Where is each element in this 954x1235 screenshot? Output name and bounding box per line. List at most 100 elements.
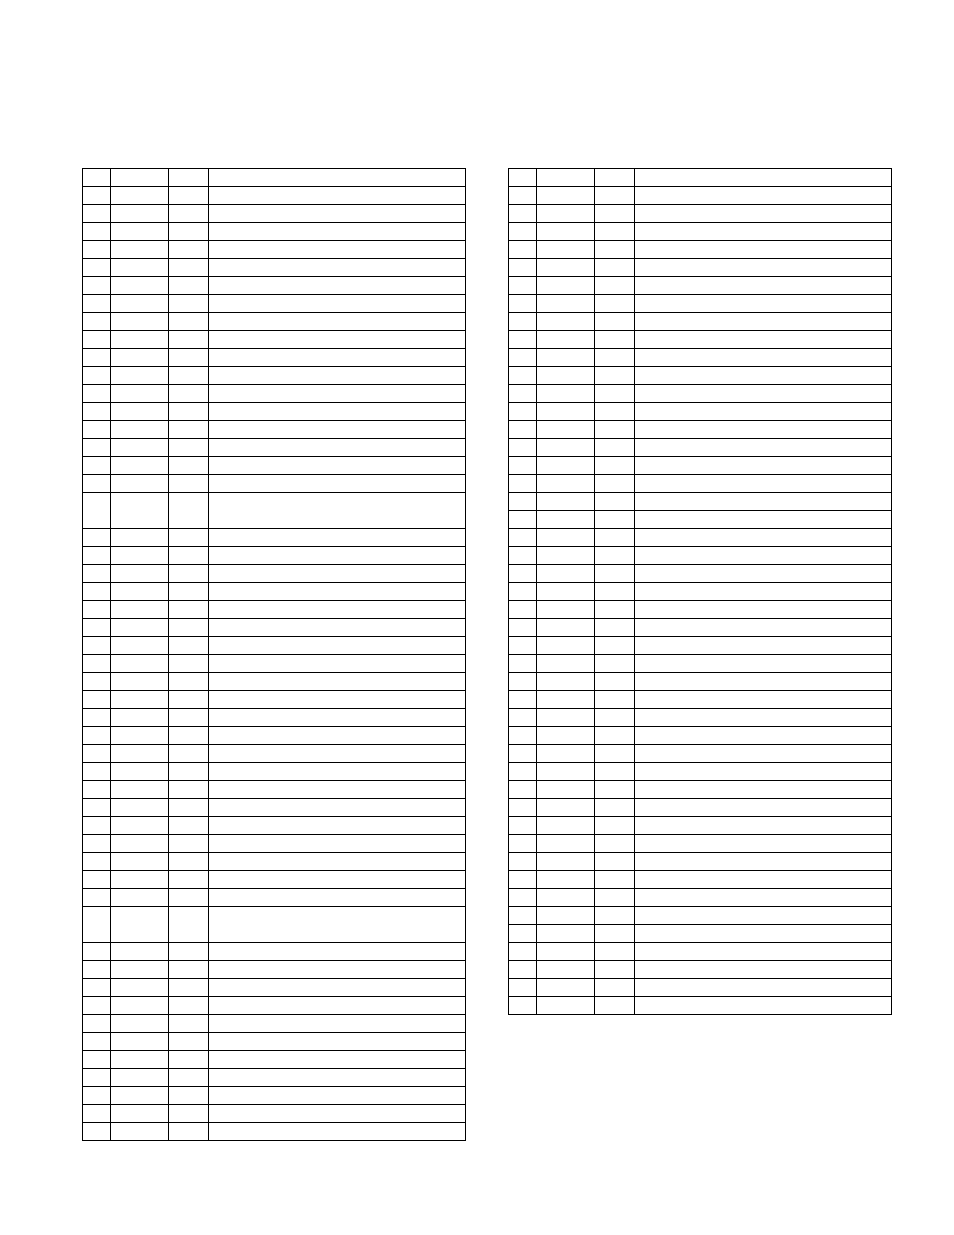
table-row	[83, 169, 466, 187]
table-row	[83, 421, 466, 439]
table-cell	[595, 223, 635, 241]
table-cell	[595, 799, 635, 817]
table-cell	[209, 313, 466, 331]
table-cell	[83, 727, 111, 745]
table-cell	[537, 817, 595, 835]
table-cell	[209, 547, 466, 565]
table-row	[83, 781, 466, 799]
table-cell	[509, 475, 537, 493]
table-cell	[83, 673, 111, 691]
table-cell	[169, 997, 209, 1015]
table-cell	[595, 403, 635, 421]
table-cell	[169, 961, 209, 979]
table-cell	[635, 835, 892, 853]
table-cell	[169, 169, 209, 187]
table-row	[509, 709, 892, 727]
table-cell	[169, 601, 209, 619]
table-row	[83, 547, 466, 565]
table-cell	[595, 331, 635, 349]
table-cell	[635, 817, 892, 835]
table-cell	[169, 781, 209, 799]
table-row	[509, 529, 892, 547]
table-cell	[595, 691, 635, 709]
table-cell	[537, 907, 595, 925]
table-row	[83, 907, 466, 943]
table-row	[509, 241, 892, 259]
table-cell	[509, 781, 537, 799]
table-cell	[83, 961, 111, 979]
table-cell	[111, 439, 169, 457]
table-cell	[83, 1105, 111, 1123]
table-cell	[111, 889, 169, 907]
table-cell	[509, 853, 537, 871]
table-cell	[111, 691, 169, 709]
table-cell	[169, 331, 209, 349]
table-cell	[635, 979, 892, 997]
table-row	[83, 331, 466, 349]
table-cell	[83, 1069, 111, 1087]
table-row	[509, 889, 892, 907]
table-cell	[83, 763, 111, 781]
table-cell	[537, 313, 595, 331]
table-cell	[83, 691, 111, 709]
table-cell	[509, 169, 537, 187]
table-cell	[509, 979, 537, 997]
table-cell	[209, 439, 466, 457]
table-cell	[635, 799, 892, 817]
table-cell	[537, 367, 595, 385]
table-cell	[595, 655, 635, 673]
table-cell	[595, 727, 635, 745]
table-cell	[635, 421, 892, 439]
table-cell	[595, 709, 635, 727]
table-row	[509, 907, 892, 925]
table-cell	[83, 835, 111, 853]
table-row	[509, 223, 892, 241]
table-cell	[509, 655, 537, 673]
table-cell	[635, 997, 892, 1015]
table-cell	[111, 1051, 169, 1069]
table-cell	[509, 619, 537, 637]
table-cell	[635, 205, 892, 223]
table-cell	[169, 1051, 209, 1069]
table-cell	[595, 997, 635, 1015]
table-cell	[537, 187, 595, 205]
table-row	[509, 655, 892, 673]
table-cell	[595, 475, 635, 493]
table-cell	[169, 1069, 209, 1087]
table-row	[83, 979, 466, 997]
table-cell	[169, 421, 209, 439]
table-row	[83, 565, 466, 583]
table-cell	[595, 259, 635, 277]
table-cell	[83, 655, 111, 673]
table-cell	[111, 673, 169, 691]
table-cell	[209, 403, 466, 421]
table-row	[83, 601, 466, 619]
table-row	[509, 349, 892, 367]
table-cell	[169, 655, 209, 673]
table-row	[509, 853, 892, 871]
table-cell	[537, 691, 595, 709]
table-row	[83, 367, 466, 385]
table-cell	[169, 709, 209, 727]
table-cell	[509, 763, 537, 781]
table-cell	[169, 1105, 209, 1123]
table-cell	[595, 817, 635, 835]
table-cell	[537, 889, 595, 907]
table-cell	[595, 457, 635, 475]
table-cell	[509, 493, 537, 511]
table-cell	[169, 547, 209, 565]
table-cell	[111, 637, 169, 655]
table-cell	[209, 907, 466, 943]
table-cell	[509, 277, 537, 295]
table-cell	[509, 187, 537, 205]
table-row	[83, 1123, 466, 1141]
table-row	[83, 619, 466, 637]
table-cell	[209, 187, 466, 205]
table-row	[83, 403, 466, 421]
table-cell	[635, 241, 892, 259]
table-cell	[209, 781, 466, 799]
table-cell	[635, 295, 892, 313]
table-cell	[83, 781, 111, 799]
table-cell	[83, 493, 111, 529]
table-row	[509, 385, 892, 403]
